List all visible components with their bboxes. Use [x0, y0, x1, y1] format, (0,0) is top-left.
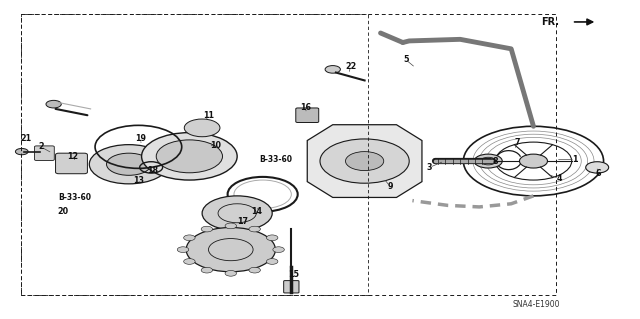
Text: 15: 15 — [288, 271, 299, 279]
Text: 19: 19 — [135, 134, 146, 144]
Circle shape — [249, 226, 260, 232]
FancyBboxPatch shape — [284, 281, 299, 293]
Circle shape — [273, 247, 284, 252]
Text: 18: 18 — [147, 166, 159, 175]
Circle shape — [320, 139, 409, 183]
FancyBboxPatch shape — [296, 108, 319, 122]
Circle shape — [201, 226, 212, 232]
Circle shape — [266, 259, 278, 264]
Text: SNA4-E1900: SNA4-E1900 — [513, 300, 561, 309]
Circle shape — [266, 235, 278, 241]
Text: 13: 13 — [133, 175, 144, 185]
FancyBboxPatch shape — [35, 146, 54, 160]
Circle shape — [325, 66, 340, 73]
Circle shape — [474, 154, 502, 168]
Text: 3: 3 — [427, 163, 433, 172]
Text: 11: 11 — [203, 111, 214, 120]
Circle shape — [156, 140, 223, 173]
Text: 10: 10 — [211, 141, 221, 150]
Circle shape — [346, 152, 384, 171]
Polygon shape — [307, 125, 422, 197]
Circle shape — [186, 227, 275, 272]
Text: B-33-60: B-33-60 — [58, 193, 91, 202]
Circle shape — [586, 162, 609, 173]
Circle shape — [90, 145, 168, 184]
Text: 7: 7 — [515, 137, 520, 147]
Text: 8: 8 — [492, 157, 498, 166]
Circle shape — [201, 267, 212, 273]
Text: 20: 20 — [58, 207, 68, 216]
Circle shape — [15, 148, 28, 155]
Circle shape — [225, 271, 237, 276]
Text: 21: 21 — [20, 134, 31, 144]
Text: 5: 5 — [403, 56, 409, 64]
Circle shape — [249, 267, 260, 273]
FancyBboxPatch shape — [56, 153, 88, 174]
Circle shape — [106, 153, 151, 175]
Text: B-33-60: B-33-60 — [259, 155, 292, 164]
Text: FR.: FR. — [541, 17, 559, 27]
Circle shape — [141, 133, 237, 180]
Text: 17: 17 — [237, 217, 248, 226]
Text: 14: 14 — [251, 207, 262, 216]
Text: 12: 12 — [67, 152, 78, 161]
Text: 16: 16 — [301, 103, 312, 112]
Circle shape — [225, 223, 237, 229]
Text: 4: 4 — [556, 174, 562, 183]
Text: 2: 2 — [38, 142, 44, 151]
Text: 1: 1 — [572, 155, 578, 164]
Circle shape — [184, 259, 195, 264]
Circle shape — [184, 235, 195, 241]
Text: 6: 6 — [596, 169, 601, 178]
Text: 9: 9 — [387, 182, 393, 191]
Circle shape — [520, 154, 547, 168]
Circle shape — [202, 196, 272, 231]
Circle shape — [184, 119, 220, 137]
Circle shape — [46, 100, 61, 108]
Text: 22: 22 — [345, 62, 356, 71]
Circle shape — [177, 247, 189, 252]
